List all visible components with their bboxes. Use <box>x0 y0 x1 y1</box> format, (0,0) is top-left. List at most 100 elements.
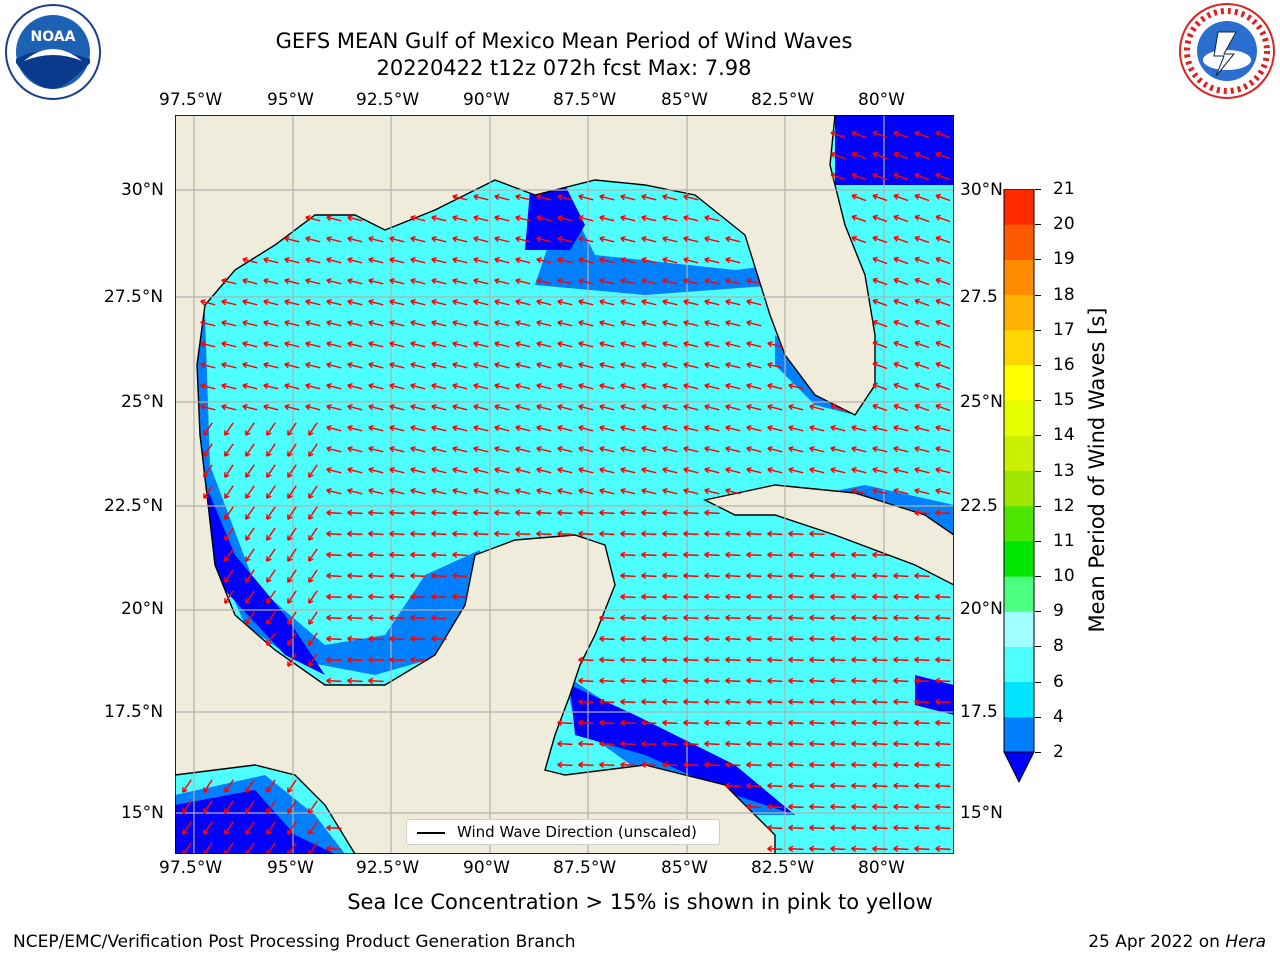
direction-arrow <box>872 256 888 265</box>
direction-arrow <box>515 341 531 348</box>
direction-arrow <box>725 446 741 453</box>
direction-arrow <box>620 614 636 621</box>
direction-arrow <box>935 319 951 328</box>
direction-arrow <box>620 320 636 327</box>
direction-arrow <box>830 782 846 789</box>
colorbar-tick-mark <box>1035 329 1041 331</box>
direction-arrow <box>788 824 804 831</box>
direction-arrow <box>893 467 909 474</box>
direction-arrow <box>221 299 237 306</box>
direction-arrow <box>284 299 300 306</box>
direction-arrow <box>389 572 405 579</box>
direction-arrow <box>725 278 741 285</box>
direction-arrow <box>851 740 867 747</box>
direction-arrow <box>389 467 405 474</box>
direction-arrow <box>914 656 930 663</box>
direction-arrow <box>431 341 447 348</box>
direction-arrow <box>224 821 234 835</box>
direction-arrow <box>704 698 720 705</box>
direction-arrow <box>326 509 342 516</box>
direction-arrow <box>221 383 237 390</box>
direction-arrow <box>746 341 762 348</box>
direction-arrow <box>893 382 909 391</box>
footer-credit: NCEP/EMC/Verification Post Processing Pr… <box>13 932 576 952</box>
direction-arrow <box>788 572 804 579</box>
direction-arrow <box>767 824 783 831</box>
direction-arrow <box>641 194 657 201</box>
direction-arrow <box>935 845 951 852</box>
direction-arrow <box>224 779 234 793</box>
direction-arrow <box>410 551 426 558</box>
direction-arrow <box>683 383 699 390</box>
direction-arrow <box>287 569 297 583</box>
lat-label-right: 30°N <box>960 180 1003 200</box>
direction-arrow <box>452 467 468 474</box>
direction-arrow <box>620 677 636 684</box>
direction-arrow <box>935 193 951 202</box>
direction-arrow <box>578 446 594 453</box>
direction-arrow <box>767 341 783 348</box>
colorbar-tick-label: 12 <box>1053 495 1075 516</box>
direction-arrow <box>368 593 384 600</box>
direction-arrow <box>683 362 699 369</box>
direction-arrow <box>830 551 846 558</box>
lon-label-top: 85°W <box>661 90 708 110</box>
direction-arrow <box>536 530 552 537</box>
direction-arrow <box>704 446 720 453</box>
direction-arrow <box>287 527 297 541</box>
direction-arrow <box>746 719 762 726</box>
direction-arrow <box>284 278 300 285</box>
colorbar-segment <box>1004 505 1034 542</box>
direction-arrow <box>641 635 657 642</box>
lon-label-top: 90°W <box>463 90 510 110</box>
direction-arrow <box>305 257 321 264</box>
direction-arrow <box>284 383 300 390</box>
direction-arrow <box>872 193 888 202</box>
colorbar-tick-label: 11 <box>1053 530 1075 551</box>
direction-arrow <box>851 677 867 684</box>
direction-arrow <box>431 383 447 390</box>
direction-arrow <box>494 194 510 201</box>
direction-arrow <box>308 590 318 604</box>
direction-arrow <box>725 320 741 327</box>
direction-arrow <box>641 257 657 264</box>
direction-arrow <box>683 299 699 306</box>
direction-arrow <box>788 446 804 453</box>
direction-arrow <box>893 446 909 453</box>
direction-arrow <box>935 824 951 831</box>
direction-arrow <box>935 298 951 307</box>
direction-arrow <box>641 677 657 684</box>
direction-arrow <box>725 530 741 537</box>
direction-arrow <box>893 782 909 789</box>
direction-arrow <box>725 257 741 264</box>
direction-arrow <box>347 257 363 264</box>
direction-arrow <box>473 530 489 537</box>
direction-arrow <box>935 488 951 495</box>
direction-arrow <box>767 782 783 789</box>
direction-arrow <box>935 403 951 412</box>
direction-arrow <box>725 488 741 495</box>
direction-arrow <box>746 761 762 768</box>
direction-arrow <box>620 425 636 432</box>
direction-arrow <box>347 362 363 369</box>
direction-arrow <box>935 698 951 705</box>
direction-arrow <box>557 383 573 390</box>
lon-label-bottom: 95°W <box>267 858 314 878</box>
direction-arrow <box>767 803 783 810</box>
direction-arrow <box>851 193 867 202</box>
direction-arrow <box>599 761 615 768</box>
direction-arrow <box>389 614 405 621</box>
direction-arrow <box>578 341 594 348</box>
lon-label-bottom: 90°W <box>463 858 510 878</box>
colorbar-extend-triangle <box>1003 751 1035 784</box>
direction-arrow <box>221 320 237 327</box>
direction-arrow <box>872 467 888 474</box>
direction-arrow <box>830 761 846 768</box>
direction-arrow <box>515 383 531 390</box>
direction-arrow <box>287 653 297 667</box>
direction-arrow <box>662 341 678 348</box>
colorbar-segment <box>1004 294 1034 331</box>
direction-arrow <box>473 362 489 369</box>
direction-arrow <box>431 488 447 495</box>
direction-arrow <box>725 299 741 306</box>
